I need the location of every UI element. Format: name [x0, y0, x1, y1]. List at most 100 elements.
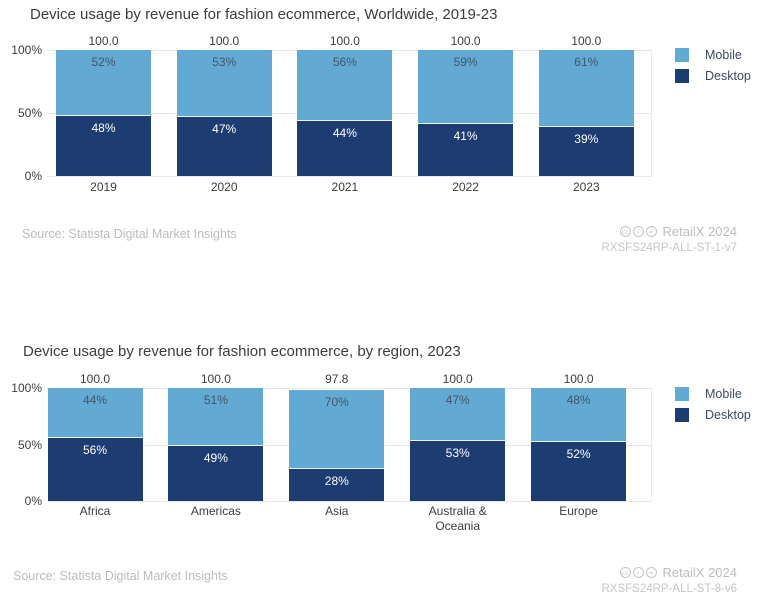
bar-segment-mobile [168, 388, 264, 446]
stacked-bar: 53% 47% [176, 50, 272, 176]
bar-value-label-desktop: 41% [453, 129, 478, 144]
x-axis-label: Africa [79, 504, 111, 518]
cc-by-icon: i [632, 567, 644, 578]
x-axis-label: Americas [190, 504, 241, 518]
y-axis-tick: 50% [17, 437, 42, 452]
bar-segment-mobile [410, 388, 506, 442]
legend-item-desktop: Desktop [675, 408, 751, 422]
y-axis-tick: 100% [11, 381, 42, 395]
cc-nd-icon: = [645, 226, 657, 237]
legend-label: Mobile [705, 48, 742, 62]
ref-code: RXSFS24RP-ALL-ST-8-v6 [601, 583, 738, 595]
bar-segment-desktop [410, 441, 506, 501]
legend: Mobile Desktop [675, 48, 751, 90]
chart-title: Device usage by revenue for fashion ecom… [23, 343, 461, 360]
bar-value-label-mobile: 48% [566, 393, 591, 407]
x-axis-label: 2022 [452, 180, 479, 194]
brand-line: cc i = RetailX 2024 [602, 224, 737, 239]
bar-total-label: 100.0 [442, 372, 473, 386]
x-axis-label: Asia [325, 504, 349, 518]
gridline [47, 176, 651, 177]
bar-segment-mobile [289, 390, 385, 470]
cc-nd-icon: = [645, 567, 657, 578]
bar-total-label: 100.0 [329, 34, 360, 48]
bar-segment-desktop [168, 445, 264, 501]
bar-segment-desktop [538, 126, 634, 176]
legend-label: Desktop [705, 69, 751, 83]
stacked-bar: 61% 39% [538, 50, 634, 176]
x-axis-label: 2023 [572, 180, 600, 194]
bar-value-label-mobile: 61% [574, 55, 599, 69]
bar-segment-mobile [538, 50, 634, 127]
brand-block: cc i = RetailX 2024 RXSFS24RP-ALL-ST-8-v… [602, 565, 738, 595]
plot-area: 100% 50% 0% 44% 56% 100.0 Africa 51% 49% 100.0 Ame… [0, 337, 757, 604]
x-axis-label: 2020 [210, 180, 238, 194]
legend: Mobile Desktop [675, 387, 751, 429]
x-axis-label: Europe [559, 504, 598, 518]
bar-total-label: 100.0 [200, 372, 231, 386]
bar-value-label-desktop: 44% [332, 125, 357, 140]
bar-value-label-mobile: 70% [324, 395, 349, 410]
bar-segment-mobile [531, 388, 627, 443]
bar-segment-desktop [289, 469, 385, 501]
stacked-bar: 47% 53% [410, 388, 506, 501]
y-axis-tick: 100% [11, 43, 42, 57]
bar-total-label: 100.0 [563, 372, 594, 386]
legend-item-mobile: Mobile [675, 387, 751, 401]
plot-right-border [651, 50, 652, 176]
bar-value-label-desktop: 52% [566, 447, 591, 462]
bar-value-label-desktop: 49% [203, 450, 228, 465]
cc-license-icons: cc i = [619, 226, 657, 237]
legend-swatch-mobile [675, 387, 689, 401]
bar-value-label-desktop: 28% [324, 474, 349, 489]
legend-label: Mobile [705, 387, 742, 401]
bar-value-label-mobile: 59% [453, 55, 478, 69]
bar-segment-desktop [297, 120, 393, 176]
y-axis-tick: 0% [24, 169, 42, 183]
bar-segment-mobile [297, 50, 393, 121]
x-axis-label: 2019 [90, 180, 117, 194]
bar-segment-mobile [56, 50, 151, 116]
legend-item-mobile: Mobile [675, 48, 751, 62]
gridline [47, 501, 651, 502]
plot-area: 100% 50% 0% 52% 48% 100.0 2019 53% 47% 100.0 2020 5… [0, 0, 757, 300]
chart-worldwide: Device usage by revenue for fashion ecom… [0, 0, 757, 300]
brand-line: cc i = RetailX 2024 [602, 565, 737, 580]
bar-value-label-desktop: 48% [91, 120, 116, 135]
bar-value-label-mobile: 51% [203, 393, 228, 407]
bar-segment-desktop [418, 124, 514, 176]
bar-total-label: 97.8 [325, 372, 349, 386]
legend-label: Desktop [705, 408, 751, 422]
stacked-bar: 56% 44% [297, 50, 393, 176]
bar-value-label-mobile: 44% [82, 393, 108, 407]
x-axis-label: Australia & Oceania [428, 504, 487, 533]
bar-value-label-desktop: 53% [445, 446, 470, 461]
bar-segment-mobile [47, 388, 143, 438]
stacked-bar: 48% 52% [531, 388, 627, 501]
bar-segment-desktop [47, 437, 143, 501]
bar-value-label-mobile: 47% [445, 393, 470, 407]
bar-segment-mobile [418, 50, 514, 125]
chart-by-region: Device usage by revenue for fashion ecom… [0, 337, 757, 604]
cc-by-icon: i [632, 226, 644, 237]
bar-value-label-desktop: 39% [574, 131, 599, 146]
retailx-brand: RetailX 2024 [662, 565, 737, 580]
cc-icon: cc [619, 567, 631, 578]
ref-code: RXSFS24RP-ALL-ST-1-v7 [601, 242, 738, 254]
bar-segment-desktop [531, 442, 627, 501]
stacked-bar: 70% 28% [289, 390, 385, 501]
source-text: Source: Statista Digital Market Insights [13, 569, 228, 583]
bar-total-label: 100.0 [450, 34, 481, 48]
gridline [47, 388, 651, 389]
x-axis-label: 2021 [331, 180, 359, 194]
legend-item-desktop: Desktop [675, 69, 751, 83]
retailx-brand: RetailX 2024 [662, 224, 737, 239]
bar-total-label: 100.0 [571, 34, 602, 48]
bar-segment-desktop [176, 116, 272, 176]
y-axis-tick: 50% [17, 106, 42, 120]
stacked-bar: 51% 49% [168, 388, 264, 501]
cc-license-icons: cc i = [619, 567, 657, 578]
cc-icon: cc [619, 226, 631, 237]
brand-block: cc i = RetailX 2024 RXSFS24RP-ALL-ST-1-v… [602, 224, 738, 254]
y-axis-tick: 0% [24, 494, 42, 508]
